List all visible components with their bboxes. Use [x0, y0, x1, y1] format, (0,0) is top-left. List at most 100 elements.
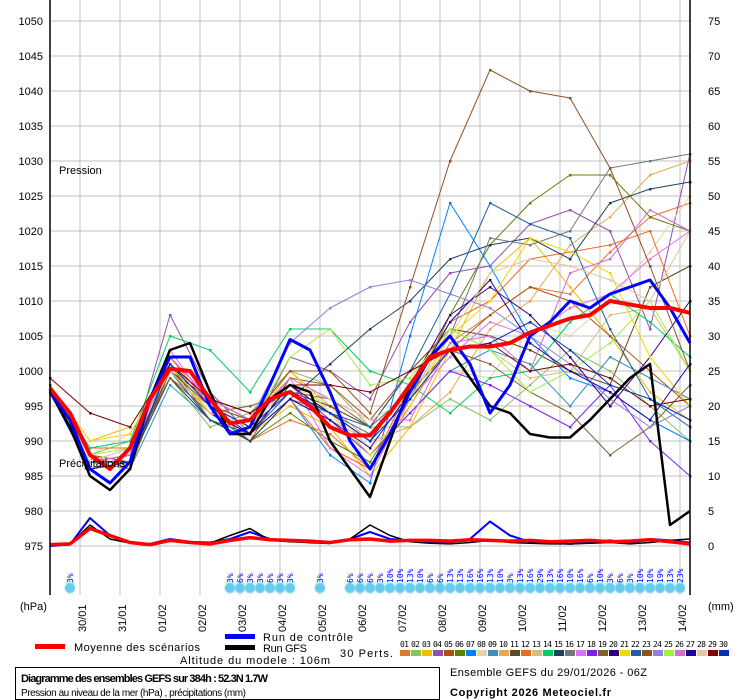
precip-bubble — [64, 582, 76, 594]
precip-bubble — [624, 582, 636, 594]
precip-prob-label: 10% — [566, 568, 575, 583]
right-tick-label: 0 — [708, 541, 714, 553]
member-27-point — [449, 321, 452, 324]
member-02-point — [489, 419, 492, 422]
precip-prob-label: 6% — [356, 573, 365, 583]
precip-bubble — [244, 582, 256, 594]
precip-bubble — [644, 582, 656, 594]
precip-prob-label: 16% — [476, 568, 485, 583]
member-legend-number: 07 — [466, 640, 475, 649]
right-tick-label: 60 — [708, 121, 720, 133]
member-15-point — [249, 440, 252, 443]
member-25-point — [289, 356, 292, 359]
precip-bubble — [384, 582, 396, 594]
member-27-point — [609, 391, 612, 394]
precip-prob-label: 3% — [226, 573, 235, 583]
precip-prob-label: 6% — [616, 573, 625, 583]
member-14-point — [489, 377, 492, 380]
member-27-point — [649, 419, 652, 422]
member-26-point — [609, 258, 612, 261]
precip-bubble — [274, 582, 286, 594]
member-04-point — [649, 328, 652, 331]
member-28-point — [569, 265, 572, 268]
member-06-point — [649, 216, 652, 219]
member-01-point — [609, 251, 612, 254]
member-08-point — [649, 251, 652, 254]
member-21-point — [609, 272, 612, 275]
left-tick-label: 990 — [25, 436, 43, 448]
right-tick-label: 50 — [708, 191, 720, 203]
member-legend-swatch — [455, 650, 465, 656]
precip-bubble — [494, 582, 506, 594]
member-14-point — [249, 391, 252, 394]
precip-prob-label: 3% — [246, 573, 255, 583]
member-22-point — [529, 223, 532, 226]
member-16-point — [649, 160, 652, 163]
member-10-point — [489, 328, 492, 331]
precip-prob-label: 6% — [366, 573, 375, 583]
member-legend-swatch — [686, 650, 696, 656]
member-06-point — [569, 174, 572, 177]
precip-prob-label: 3% — [66, 573, 75, 583]
precip-prob-label: 3% — [276, 573, 285, 583]
member-30-point — [369, 440, 372, 443]
member-16-point — [489, 237, 492, 240]
member-21-point — [369, 454, 372, 457]
member-11-point — [329, 405, 332, 408]
precip-bubble — [524, 582, 536, 594]
precip-bubble — [614, 582, 626, 594]
member-27-point — [489, 279, 492, 282]
left-tick-label: 1050 — [19, 16, 43, 28]
control-pressure-line — [48, 278, 692, 485]
right-tick-label: 75 — [708, 16, 720, 28]
left-tick-label: 1040 — [19, 86, 43, 98]
member-10-point — [569, 244, 572, 247]
member-24-point — [449, 293, 452, 296]
precip-bubble — [344, 582, 356, 594]
member-10-point — [609, 216, 612, 219]
member-06-point — [289, 412, 292, 415]
member-legend-number: 01 — [400, 640, 409, 649]
member-18-point — [649, 440, 652, 443]
member-17-point — [569, 307, 572, 310]
member-19-point — [489, 363, 492, 366]
left-tick-label: 1005 — [19, 331, 43, 343]
member-15-point — [329, 363, 332, 366]
member-29-point — [649, 405, 652, 408]
member-14-point — [449, 412, 452, 415]
member-legend-swatch — [510, 650, 520, 656]
precip-prob-label: 10% — [596, 568, 605, 583]
member-22-point — [609, 328, 612, 331]
precip-prob-label: 16% — [576, 568, 585, 583]
member-30-point — [489, 342, 492, 345]
run-info: Ensemble GEFS du 29/01/2026 - 06Z — [450, 667, 647, 679]
right-tick-label: 35 — [708, 296, 720, 308]
precip-bubble — [224, 582, 236, 594]
member-23-point — [609, 167, 612, 170]
member-02-point — [209, 426, 212, 429]
precip-bubble — [464, 582, 476, 594]
member-15-point — [409, 300, 412, 303]
date-tick-label: 03/02 — [237, 604, 249, 632]
member-14-point — [569, 321, 572, 324]
member-legend-number: 11 — [510, 640, 519, 649]
member-07-point — [409, 335, 412, 338]
precip-bubble — [654, 582, 666, 594]
member-16-point — [569, 230, 572, 233]
left-tick-label: 1020 — [19, 226, 43, 238]
member-legend-swatch — [466, 650, 476, 656]
right-tick-label: 25 — [708, 366, 720, 378]
precip-prob-label: 3% — [626, 573, 635, 583]
member-21-point — [129, 433, 132, 436]
precipitations-label: Précipitations — [59, 458, 126, 470]
member-26-point — [289, 377, 292, 380]
legend-gfs-label: Run GFS — [263, 643, 307, 655]
member-23-point — [329, 370, 332, 373]
left-tick-label: 1025 — [19, 191, 43, 203]
member-27-point — [329, 419, 332, 422]
precip-prob-label: 3% — [286, 573, 295, 583]
right-tick-label: 55 — [708, 156, 720, 168]
precip-prob-label: 10% — [646, 568, 655, 583]
precip-bubble — [664, 582, 676, 594]
